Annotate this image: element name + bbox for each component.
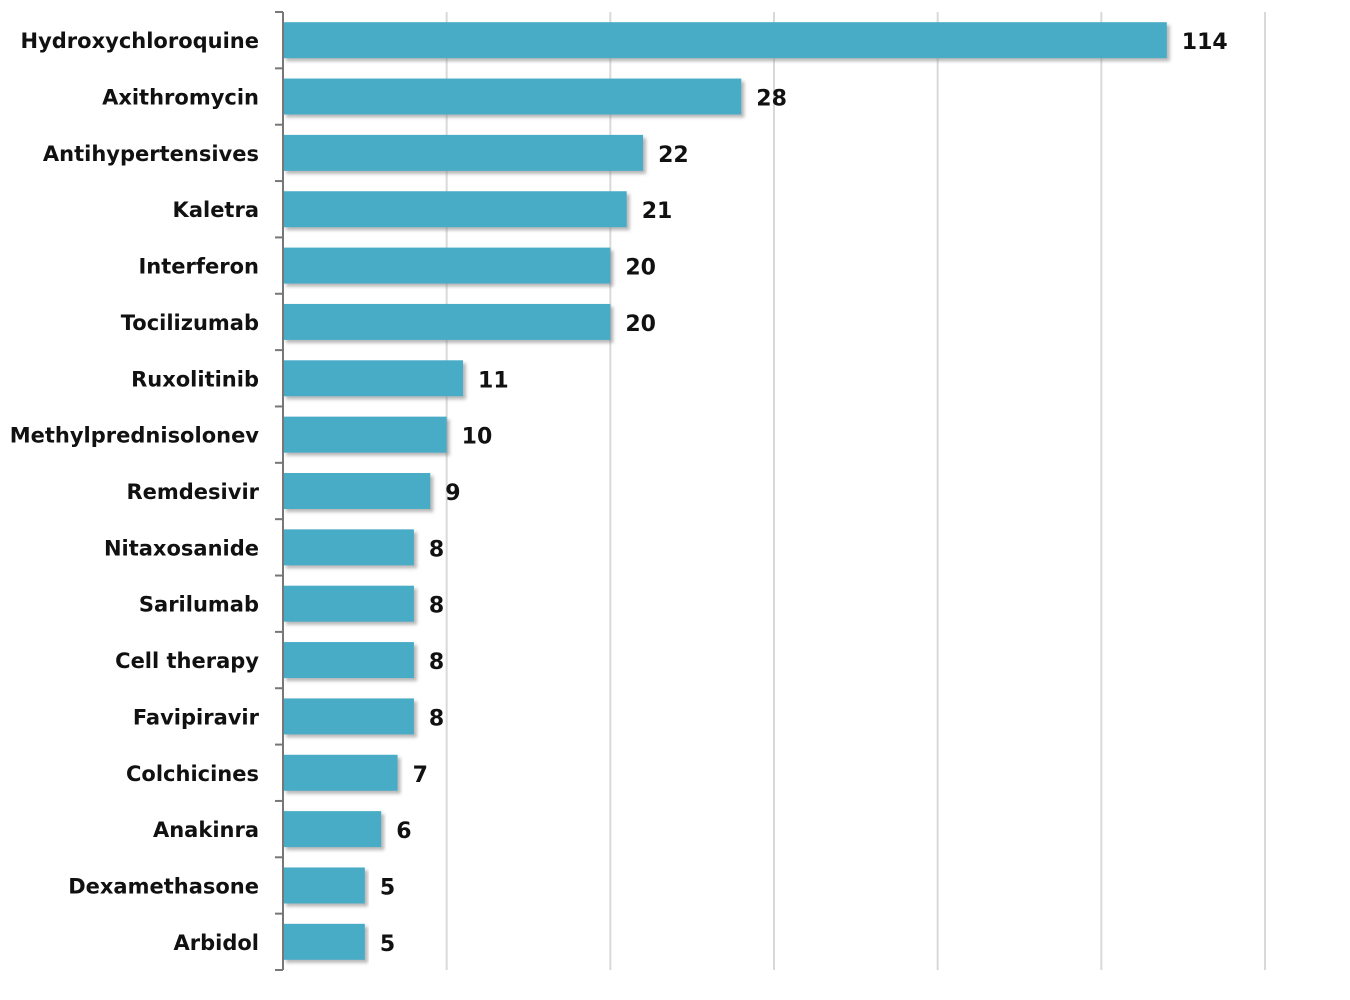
data-label: 22 — [658, 143, 689, 168]
bar-axithromycin — [283, 78, 742, 115]
category-label: Arbidol — [174, 931, 260, 955]
category-label: Favipiravir — [133, 705, 260, 729]
bar-kaletra — [283, 191, 627, 228]
data-label: 114 — [1182, 30, 1228, 55]
category-label: Methylprednisolonev — [10, 424, 260, 448]
bar-interferon — [283, 247, 611, 284]
category-label: Antihypertensives — [43, 142, 259, 166]
category-label: Ruxolitinib — [131, 367, 259, 391]
bar-methylprednisolonev — [283, 416, 447, 453]
category-label: Tocilizumab — [121, 311, 259, 335]
data-label: 9 — [445, 481, 460, 506]
category-label: Hydroxychloroquine — [21, 29, 260, 53]
data-label: 8 — [429, 537, 444, 562]
bar-arbidol — [283, 923, 365, 960]
category-label: Remdesivir — [126, 480, 259, 504]
bar-nitaxosanide — [283, 529, 414, 566]
data-label: 20 — [625, 312, 656, 337]
bar-sarilumab — [283, 585, 414, 622]
data-label: 5 — [380, 875, 395, 900]
bar-hydroxychloroquine — [283, 22, 1167, 59]
category-label: Colchicines — [126, 762, 259, 786]
bar-remdesivir — [283, 473, 431, 509]
category-label: Nitaxosanide — [104, 536, 259, 560]
data-label: 20 — [625, 256, 656, 281]
category-label: Dexamethasone — [68, 874, 259, 898]
category-label: Interferon — [138, 255, 259, 279]
category-label: Anakinra — [153, 818, 259, 842]
category-label: Sarilumab — [139, 593, 259, 617]
bar-dexamethasone — [283, 867, 365, 904]
bar-favipiravir — [283, 698, 414, 735]
bar-ruxolitinib — [283, 360, 464, 397]
data-label: 6 — [396, 819, 411, 844]
bar-tocilizumab — [283, 303, 611, 340]
bar-anakinra — [283, 811, 382, 848]
data-label: 7 — [413, 763, 428, 788]
data-label: 5 — [380, 932, 395, 957]
data-label: 21 — [642, 199, 673, 224]
bar-cell-therapy — [283, 642, 414, 679]
bar-colchicines — [283, 754, 398, 791]
category-label: Cell therapy — [115, 649, 259, 673]
data-label: 11 — [478, 368, 509, 393]
data-label: 10 — [462, 425, 493, 450]
data-label: 8 — [429, 706, 444, 731]
data-label: 8 — [429, 594, 444, 619]
category-label: Kaletra — [173, 198, 259, 222]
bar-antihypertensives — [283, 134, 644, 171]
data-label: 8 — [429, 650, 444, 675]
data-label: 28 — [756, 87, 787, 112]
category-label: Axithromycin — [102, 86, 259, 110]
